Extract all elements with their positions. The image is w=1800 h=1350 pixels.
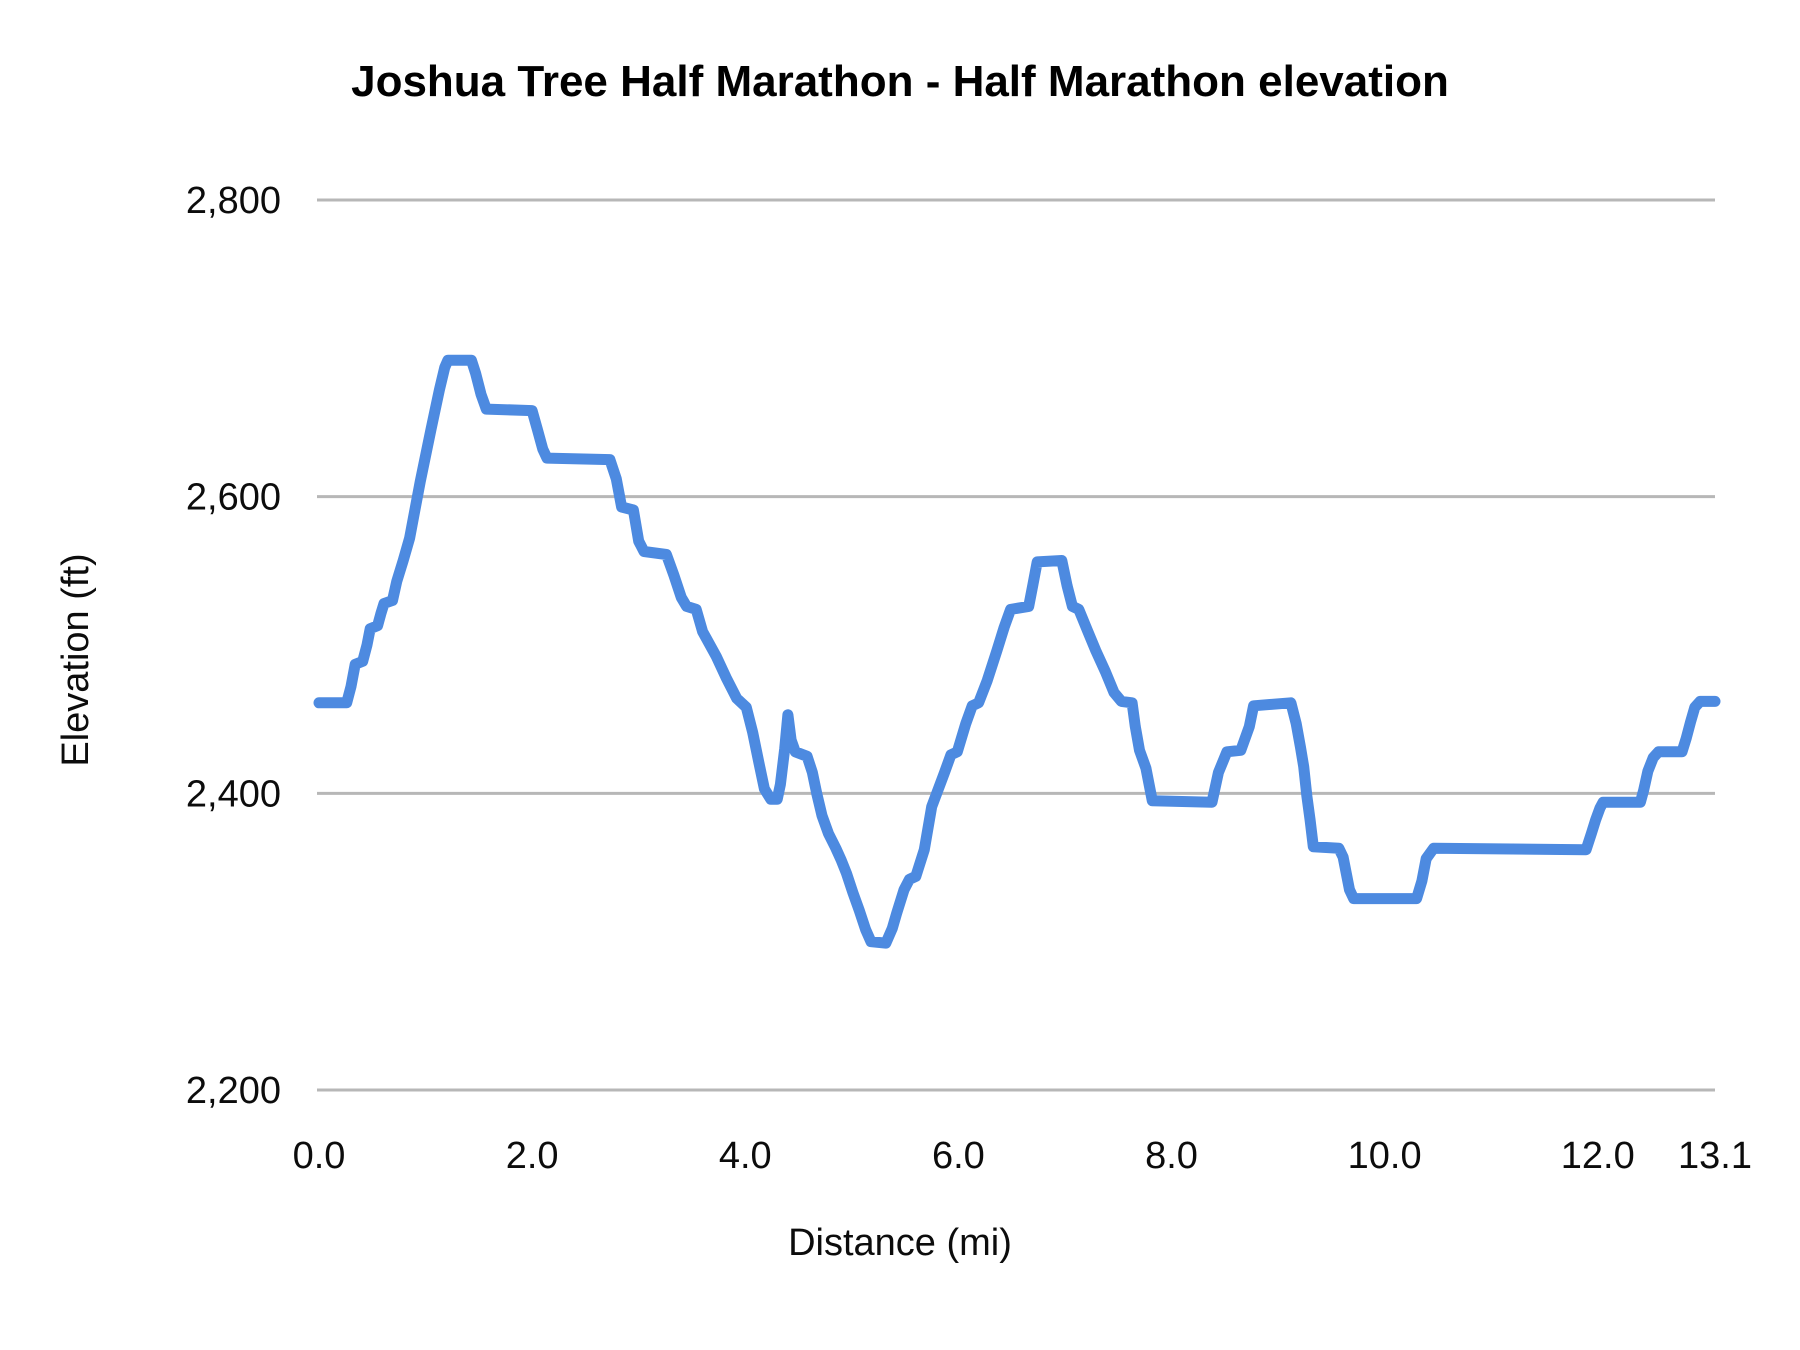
y-axis-title: Elevation (ft) (55, 553, 97, 766)
x-tick-label: 0.0 (293, 1135, 346, 1177)
elevation-line-series (313, 354, 1721, 949)
x-tick-label: 4.0 (719, 1135, 772, 1177)
x-tick-label: 8.0 (1145, 1135, 1198, 1177)
x-tick-label: 10.0 (1348, 1135, 1422, 1177)
x-tick-label: 12.0 (1561, 1135, 1635, 1177)
x-tick-label: 6.0 (932, 1135, 985, 1177)
y-tick-label: 2,200 (186, 1070, 281, 1112)
chart-title: Joshua Tree Half Marathon - Half Maratho… (351, 57, 1449, 106)
x-tick-label: 2.0 (506, 1135, 559, 1177)
x-tick-label: 13.1 (1678, 1135, 1752, 1177)
gridline-group (317, 198, 1715, 1092)
y-tick-label: 2,400 (186, 773, 281, 815)
y-axis-tick-labels: 2,200 2,400 2,600 2,800 (186, 180, 281, 1112)
y-tick-label: 2,800 (186, 180, 281, 222)
x-axis-tick-labels: 0.0 2.0 4.0 6.0 8.0 10.0 12.0 13.1 (293, 1135, 1752, 1177)
x-axis-title: Distance (mi) (788, 1222, 1012, 1264)
y-tick-label: 2,600 (186, 477, 281, 519)
